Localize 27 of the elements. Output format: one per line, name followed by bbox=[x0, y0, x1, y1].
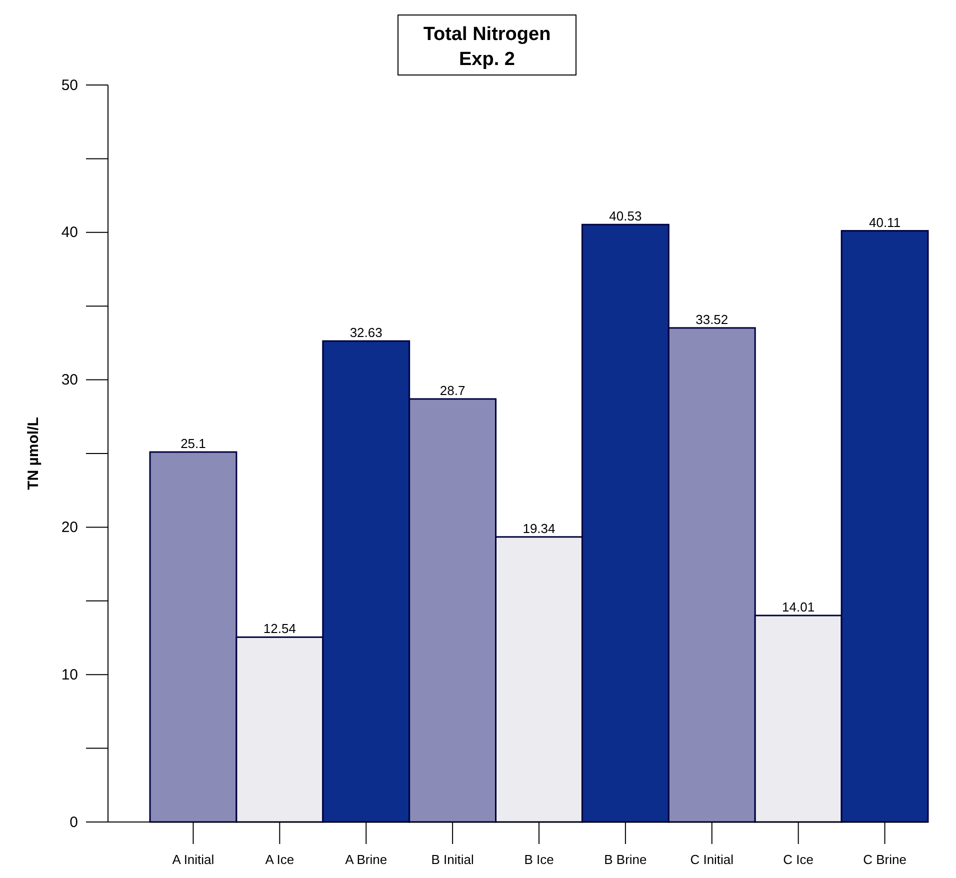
x-tick-label: A Ice bbox=[265, 852, 294, 867]
y-tick-label: 0 bbox=[70, 814, 78, 831]
y-tick-label: 50 bbox=[61, 76, 78, 94]
y-tick-label: 30 bbox=[61, 372, 78, 389]
y-tick-label: 40 bbox=[61, 224, 78, 242]
data-label: 40.53 bbox=[609, 208, 642, 224]
x-tick-label: B Initial bbox=[431, 852, 474, 867]
x-tick-label: B Brine bbox=[604, 852, 647, 867]
data-label: 14.01 bbox=[782, 599, 815, 614]
data-label: 33.52 bbox=[696, 312, 728, 327]
x-tick-label: C Ice bbox=[783, 852, 814, 867]
data-label: 40.11 bbox=[868, 214, 901, 230]
chart-subtitle: Exp. 2 bbox=[459, 49, 515, 70]
chart-title: Total Nitrogen bbox=[423, 24, 551, 45]
x-tick-label: C Brine bbox=[863, 852, 906, 867]
y-tick-label: 20 bbox=[61, 519, 78, 536]
data-label: 32.63 bbox=[350, 325, 382, 340]
x-tick-label: A Initial bbox=[172, 852, 214, 867]
data-label: 19.34 bbox=[522, 520, 556, 536]
x-tick-label: B Ice bbox=[524, 852, 554, 867]
x-tick-label: C Initial bbox=[690, 852, 734, 867]
y-tick-label: 10 bbox=[61, 666, 78, 684]
x-tick-label: A Brine bbox=[345, 852, 388, 867]
data-label: 25.1 bbox=[180, 436, 206, 452]
y-axis-title: TN µmol/L bbox=[25, 417, 42, 490]
data-label: 28.7 bbox=[440, 382, 466, 398]
data-label: 12.54 bbox=[263, 621, 296, 636]
